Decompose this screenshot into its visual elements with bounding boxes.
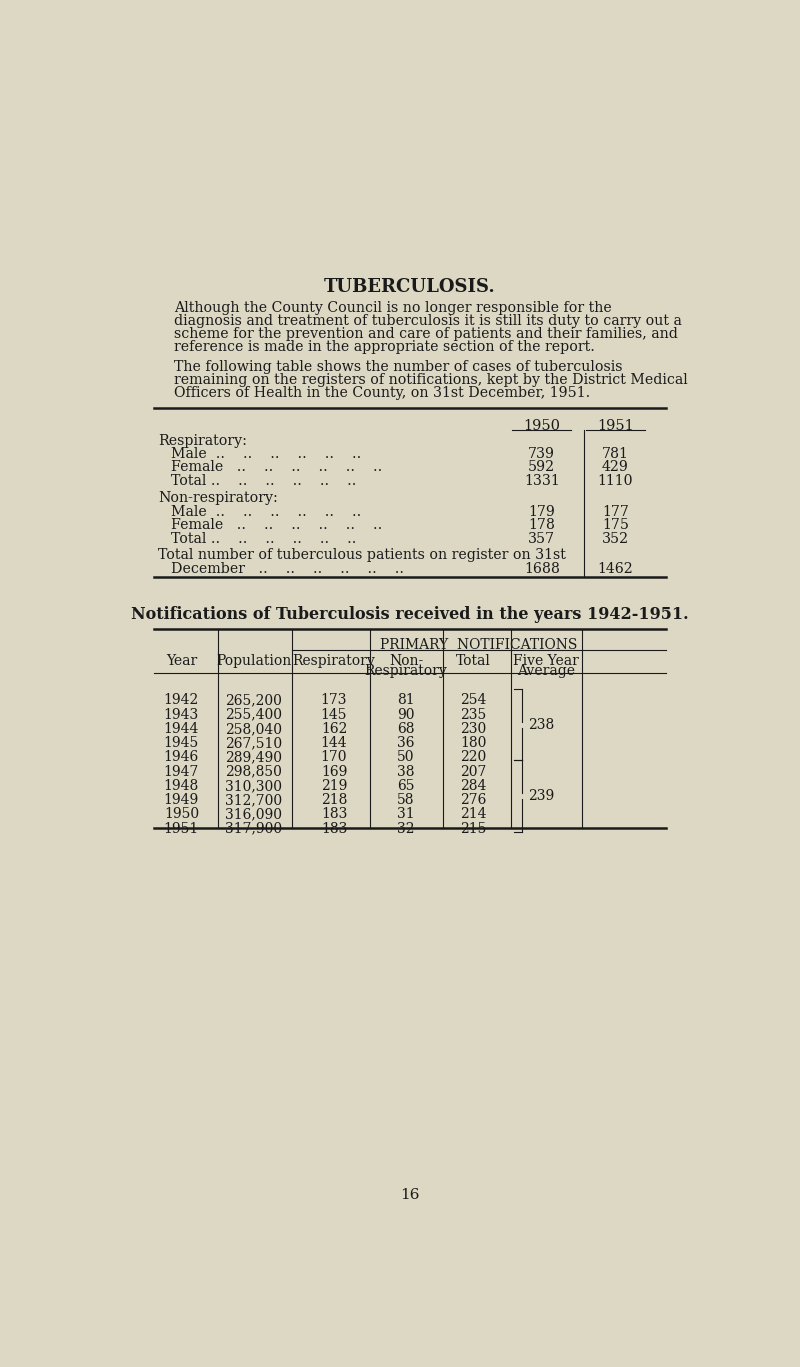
Text: 1951: 1951 [164, 822, 199, 835]
Text: Female   ..    ..    ..    ..    ..    ..: Female .. .. .. .. .. .. [171, 518, 382, 532]
Text: 215: 215 [460, 822, 486, 835]
Text: December   ..    ..    ..    ..    ..    ..: December .. .. .. .. .. .. [171, 562, 404, 576]
Text: Male  ..    ..    ..    ..    ..    ..: Male .. .. .. .. .. .. [171, 504, 362, 518]
Text: 357: 357 [528, 532, 555, 545]
Text: 145: 145 [321, 708, 347, 722]
Text: 68: 68 [398, 722, 415, 735]
Text: 230: 230 [461, 722, 486, 735]
Text: 218: 218 [321, 793, 347, 807]
Text: 235: 235 [461, 708, 486, 722]
Text: 1946: 1946 [164, 750, 199, 764]
Text: 258,040: 258,040 [225, 722, 282, 735]
Text: 144: 144 [321, 737, 347, 750]
Text: 65: 65 [398, 779, 415, 793]
Text: 1942: 1942 [164, 693, 199, 707]
Text: 284: 284 [460, 779, 486, 793]
Text: Officers of Health in the County, on 31st December, 1951.: Officers of Health in the County, on 31s… [174, 385, 590, 399]
Text: 298,850: 298,850 [225, 764, 282, 779]
Text: 179: 179 [528, 504, 555, 518]
Text: 238: 238 [528, 718, 554, 731]
Text: Total number of tuberculous patients on register on 31st: Total number of tuberculous patients on … [158, 548, 566, 562]
Text: 316,090: 316,090 [225, 808, 282, 822]
Text: 1948: 1948 [164, 779, 199, 793]
Text: 207: 207 [460, 764, 486, 779]
Text: 36: 36 [398, 737, 415, 750]
Text: reference is made in the appropriate section of the report.: reference is made in the appropriate sec… [174, 340, 594, 354]
Text: Non-respiratory:: Non-respiratory: [158, 491, 278, 506]
Text: 1688: 1688 [524, 562, 560, 576]
Text: 50: 50 [398, 750, 415, 764]
Text: 1943: 1943 [164, 708, 199, 722]
Text: 276: 276 [460, 793, 486, 807]
Text: Five Year: Five Year [513, 653, 578, 667]
Text: Respiratory: Respiratory [293, 653, 375, 667]
Text: PRIMARY  NOTIFICATIONS: PRIMARY NOTIFICATIONS [380, 638, 578, 652]
Text: Respiratory:: Respiratory: [158, 433, 247, 447]
Text: 178: 178 [528, 518, 555, 532]
Text: 16: 16 [400, 1188, 420, 1202]
Text: 267,510: 267,510 [225, 737, 282, 750]
Text: 310,300: 310,300 [225, 779, 282, 793]
Text: Notifications of Tuberculosis received in the years 1942-1951.: Notifications of Tuberculosis received i… [131, 606, 689, 623]
Text: 1950: 1950 [523, 418, 560, 433]
Text: remaining on the registers of notifications, kept by the District Medical: remaining on the registers of notificati… [174, 373, 687, 387]
Text: Year: Year [166, 653, 197, 667]
Text: 781: 781 [602, 447, 629, 461]
Text: 429: 429 [602, 461, 629, 474]
Text: Average: Average [517, 664, 574, 678]
Text: scheme for the prevention and care of patients and their families, and: scheme for the prevention and care of pa… [174, 327, 678, 342]
Text: Respiratory: Respiratory [365, 664, 447, 678]
Text: 739: 739 [528, 447, 555, 461]
Text: 1947: 1947 [164, 764, 199, 779]
Text: Female   ..    ..    ..    ..    ..    ..: Female .. .. .. .. .. .. [171, 461, 382, 474]
Text: 220: 220 [461, 750, 486, 764]
Text: 219: 219 [321, 779, 347, 793]
Text: 1950: 1950 [164, 808, 199, 822]
Text: 312,700: 312,700 [225, 793, 282, 807]
Text: 32: 32 [398, 822, 415, 835]
Text: 1110: 1110 [598, 474, 633, 488]
Text: 1949: 1949 [164, 793, 199, 807]
Text: 352: 352 [602, 532, 629, 545]
Text: 162: 162 [321, 722, 347, 735]
Text: Total ..    ..    ..    ..    ..    ..: Total .. .. .. .. .. .. [171, 474, 357, 488]
Text: 177: 177 [602, 504, 629, 518]
Text: Total ..    ..    ..    ..    ..    ..: Total .. .. .. .. .. .. [171, 532, 357, 545]
Text: 254: 254 [460, 693, 486, 707]
Text: Non-: Non- [389, 653, 423, 667]
Text: 31: 31 [398, 808, 415, 822]
Text: 289,490: 289,490 [225, 750, 282, 764]
Text: 592: 592 [528, 461, 555, 474]
Text: TUBERCULOSIS.: TUBERCULOSIS. [324, 278, 496, 297]
Text: 1462: 1462 [598, 562, 634, 576]
Text: 90: 90 [398, 708, 415, 722]
Text: 1945: 1945 [164, 737, 199, 750]
Text: 183: 183 [321, 822, 347, 835]
Text: Although the County Council is no longer responsible for the: Although the County Council is no longer… [174, 301, 611, 316]
Text: Population: Population [216, 653, 291, 667]
Text: 1331: 1331 [524, 474, 560, 488]
Text: 173: 173 [321, 693, 347, 707]
Text: 1944: 1944 [164, 722, 199, 735]
Text: 255,400: 255,400 [225, 708, 282, 722]
Text: 317,900: 317,900 [225, 822, 282, 835]
Text: 239: 239 [528, 789, 554, 802]
Text: 81: 81 [398, 693, 415, 707]
Text: 1951: 1951 [597, 418, 634, 433]
Text: The following table shows the number of cases of tuberculosis: The following table shows the number of … [174, 360, 622, 373]
Text: 183: 183 [321, 808, 347, 822]
Text: 180: 180 [460, 737, 486, 750]
Text: 58: 58 [398, 793, 415, 807]
Text: 265,200: 265,200 [225, 693, 282, 707]
Text: 214: 214 [460, 808, 486, 822]
Text: 170: 170 [321, 750, 347, 764]
Text: diagnosis and treatment of tuberculosis it is still its duty to carry out a: diagnosis and treatment of tuberculosis … [174, 314, 682, 328]
Text: 38: 38 [398, 764, 415, 779]
Text: 169: 169 [321, 764, 347, 779]
Text: Total: Total [456, 653, 491, 667]
Text: Male  ..    ..    ..    ..    ..    ..: Male .. .. .. .. .. .. [171, 447, 362, 461]
Text: 175: 175 [602, 518, 629, 532]
